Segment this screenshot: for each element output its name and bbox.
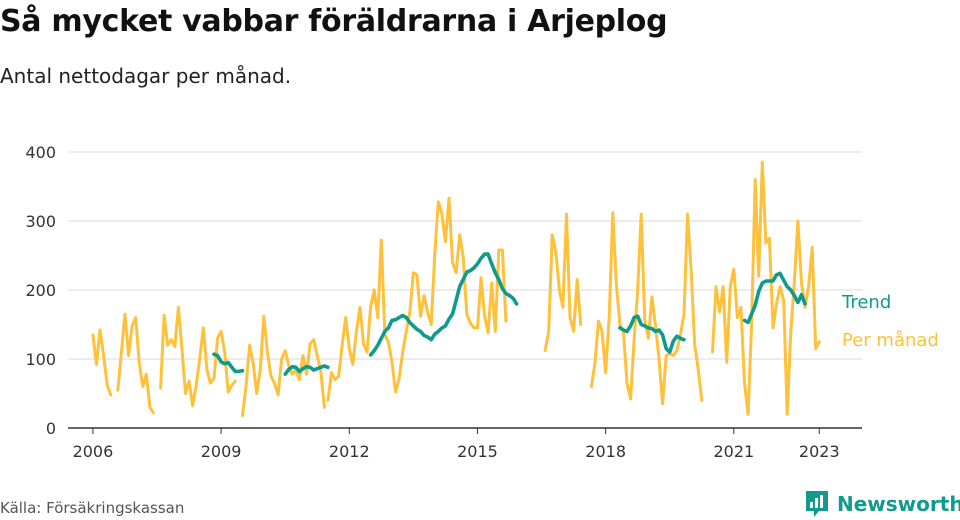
trend-line-segment-4 <box>742 271 807 325</box>
y-tick-label: 200 <box>25 281 56 300</box>
brand-logo: Newsworthy <box>804 488 960 520</box>
y-tick-label: 0 <box>46 419 56 438</box>
newsworthy-logo-icon <box>806 491 828 517</box>
y-tick-label: 400 <box>25 143 56 162</box>
x-tick-label: 2018 <box>585 442 626 461</box>
monthly-line-segment-5 <box>543 212 583 353</box>
x-tick-label: 2006 <box>73 442 114 461</box>
trend-series-label: Trend <box>841 292 891 313</box>
x-tick-label: 2012 <box>329 442 370 461</box>
monthly-line-segment-3 <box>241 314 326 418</box>
axes: 0 100 200 300 400 2006 2009 2012 2015 2018 2021 202… <box>25 143 862 461</box>
series-labels: Trend Per månad <box>841 292 939 351</box>
monthly-line-segment-2 <box>159 305 237 408</box>
monthly-line-segment-7 <box>711 160 821 416</box>
monthly-line-segment-0 <box>91 328 113 397</box>
monthly-line-segment-6 <box>589 211 704 406</box>
source-note: Källa: Försäkringskassan <box>0 499 185 517</box>
series-layer <box>91 160 821 418</box>
x-tick-label: 2021 <box>713 442 754 461</box>
y-tick-label: 100 <box>25 350 56 369</box>
monthly-line-segment-1 <box>116 312 155 415</box>
monthly-series-label: Per månad <box>842 330 939 351</box>
x-tick-label: 2015 <box>457 442 498 461</box>
chart-subtitle: Antal nettodagar per månad. <box>0 64 292 88</box>
trend-line-segment-1 <box>283 364 330 376</box>
brand-name: Newsworthy <box>837 492 960 516</box>
trend-line-segment-0 <box>212 352 245 374</box>
trend-line-segment-3 <box>618 314 686 354</box>
x-tick-label: 2023 <box>799 442 840 461</box>
x-tick-label: 2009 <box>201 442 242 461</box>
y-tick-label: 300 <box>25 212 56 231</box>
chart-title: Så mycket vabbar föräldrarna i Arjeplog <box>0 4 668 39</box>
monthly-line-segment-4 <box>326 196 508 402</box>
trend-line-segment-2 <box>368 252 519 357</box>
